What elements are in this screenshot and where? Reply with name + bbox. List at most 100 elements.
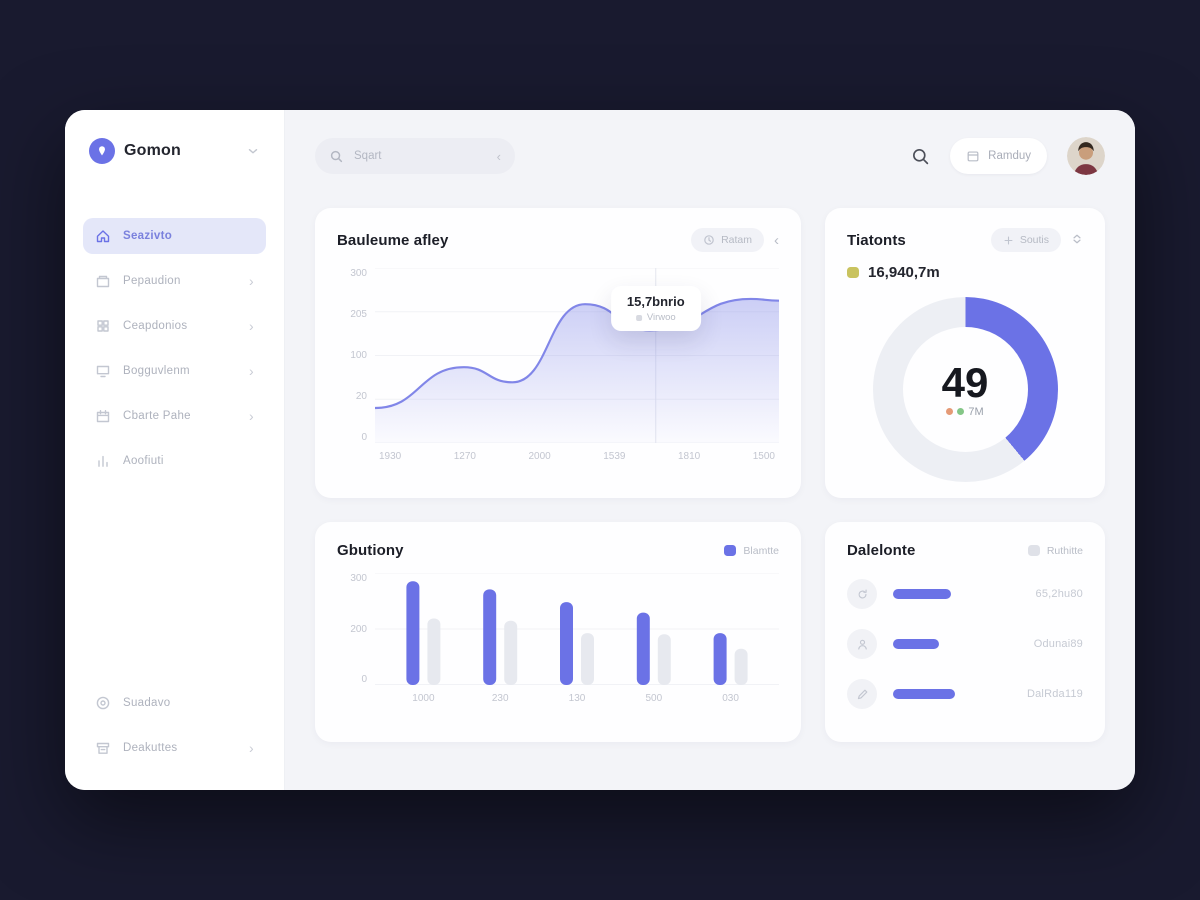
axis-tick-label: 0 [361, 432, 367, 443]
avatar[interactable] [1067, 137, 1105, 175]
progress-bar [893, 589, 951, 599]
line-chart-card: Bauleume afley Ratam ‹ 300 205 100 20 0 [315, 208, 801, 498]
bar-chart-x-axis: 1000 230 130 500 030 [375, 693, 779, 709]
progress-row[interactable]: DalRda119 [847, 669, 1083, 719]
list-card-legend: Ruthitte [1027, 544, 1083, 557]
date-button-label: Ramduy [988, 150, 1031, 162]
green-dot-icon [957, 408, 965, 415]
axis-tick-label: 2000 [528, 451, 551, 462]
topbar-right: Ramduy [911, 137, 1105, 175]
donut-chart: 49 7M [872, 297, 1058, 482]
pencil-icon [847, 679, 877, 709]
chevron-right-icon: › [249, 273, 254, 289]
progress-row-value: DalRda119 [1026, 688, 1083, 700]
sidebar-item-aoofiuti[interactable]: Aoofiuti [83, 443, 266, 479]
home-icon [95, 228, 111, 244]
bar-secondary [581, 633, 594, 685]
donut-hole [902, 327, 1028, 452]
axis-tick-label: 300 [350, 268, 367, 279]
bar-Blamtte [713, 633, 727, 685]
bar-chart-title: Gbutiony [337, 542, 404, 559]
sort-icon[interactable] [1071, 233, 1083, 248]
sidebar-item-cbarte-pahe[interactable]: Cbarte Pahe › [83, 398, 266, 434]
clock-icon [704, 235, 714, 245]
refresh-icon [858, 589, 867, 598]
bar-secondary [427, 618, 441, 685]
bar-Blamtte [636, 612, 650, 685]
axis-tick-label: 20 [355, 391, 367, 402]
axis-tick-label: 300 [350, 573, 367, 584]
wallet-icon [96, 275, 110, 288]
logo: Gomon [83, 138, 266, 164]
sidebar-item-suadavo[interactable]: Suadavo [83, 685, 266, 721]
line-chart-filter-button[interactable]: Ratam [691, 228, 764, 252]
date-button[interactable]: Ramduy [950, 138, 1047, 174]
donut-filter-label: Soutis [1019, 234, 1049, 246]
main-area: ‹ Ramduy [285, 110, 1135, 790]
line-chart-y-axis: 300 205 100 20 0 [337, 268, 367, 443]
topbar: ‹ Ramduy [315, 136, 1105, 176]
grid-icon [95, 318, 111, 334]
donut-filter-button[interactable]: Soutis [990, 228, 1061, 252]
axis-tick-label: 200 [350, 623, 367, 635]
wallet-icon [95, 273, 111, 289]
chart-icon [95, 453, 111, 469]
progress-row-value: 65,2hu80 [1035, 588, 1083, 600]
app-window: Gomon Seazivto Pepaudion › Ceapdonios › Boggu… [65, 110, 1135, 790]
chevron-right-icon: › [249, 363, 254, 379]
axis-tick-label: 1810 [678, 451, 701, 462]
donut-center-value: 49 [941, 358, 989, 406]
sidebar-item-deakuttes[interactable]: Deakuttes › [83, 730, 266, 766]
chevron-right-icon: › [249, 408, 254, 424]
search-input[interactable] [352, 149, 489, 163]
sidebar-item-ceapdonios[interactable]: Ceapdonios › [83, 308, 266, 344]
axis-tick-label: 205 [350, 309, 367, 320]
donut-legend: 16,940,7m [847, 264, 1083, 281]
sidebar-item-label: Aoofiuti [123, 455, 164, 467]
legend-swatch-icon [847, 267, 859, 278]
sidebar-collapse-icon[interactable] [246, 144, 260, 158]
user-icon [857, 639, 867, 650]
list-legend-label: Ruthitte [1046, 544, 1083, 557]
progress-bar [893, 639, 939, 649]
sidebar-menu: Seazivto Pepaudion › Ceapdonios › Bogguvlenm ›… [83, 218, 266, 479]
sidebar-item-label: Cbarte Pahe [123, 410, 191, 422]
grid-icon [97, 320, 109, 332]
list-card-title: Dalelonte [847, 542, 916, 559]
chart-tooltip: 15,7bnrio Virwoo [610, 286, 701, 331]
bar-chart-legend: Blamtte [724, 545, 779, 557]
axis-tick-label: 030 [722, 693, 739, 704]
bar-Blamtte [406, 581, 420, 685]
line-chart-plot: 15,7bnrio Virwoo [375, 268, 779, 443]
refresh-icon [847, 579, 877, 609]
orange-dot-icon [946, 408, 954, 415]
bar-secondary [504, 620, 518, 685]
bar-secondary [657, 634, 671, 685]
sidebar-item-bogguvlenm[interactable]: Bogguvlenm › [83, 353, 266, 389]
search-button[interactable] [911, 147, 930, 166]
donut-chart-title: Tiatonts [847, 231, 906, 249]
axis-tick-label: 0 [361, 674, 367, 685]
sidebar-item-label: Ceapdonios [123, 320, 188, 332]
sidebar-item-pepaudion[interactable]: Pepaudion › [83, 263, 266, 299]
calendar-icon [95, 408, 111, 424]
plus-icon [1004, 236, 1013, 244]
home-icon [96, 230, 110, 243]
chevron-left-icon[interactable]: ‹ [774, 231, 779, 249]
search-box[interactable]: ‹ [315, 138, 515, 174]
axis-tick-label: 1000 [412, 693, 435, 704]
donut-chart-card: Tiatonts Soutis 1 [825, 208, 1105, 498]
sidebar-item-seazivto[interactable]: Seazivto [83, 218, 266, 254]
axis-tick-label: 1539 [603, 451, 626, 462]
progress-row[interactable]: 65,2hu80 [847, 569, 1083, 619]
axis-tick-label: 1930 [379, 451, 402, 462]
line-chart-filter-label: Ratam [721, 234, 752, 246]
bar-chart-card: Gbutiony Blamtte 300 200 0 [315, 522, 801, 742]
progress-row[interactable]: Odunai89 [847, 619, 1083, 669]
progress-list-card: Dalelonte Ruthitte 65,2hu80 Odunai89 DalRd… [825, 522, 1105, 742]
tooltip-label: Virwoo [646, 312, 676, 323]
calendar-icon [96, 410, 110, 423]
chevron-right-icon: › [249, 318, 254, 334]
axis-tick-label: 130 [568, 693, 586, 704]
sidebar-item-label: Pepaudion [123, 275, 181, 287]
